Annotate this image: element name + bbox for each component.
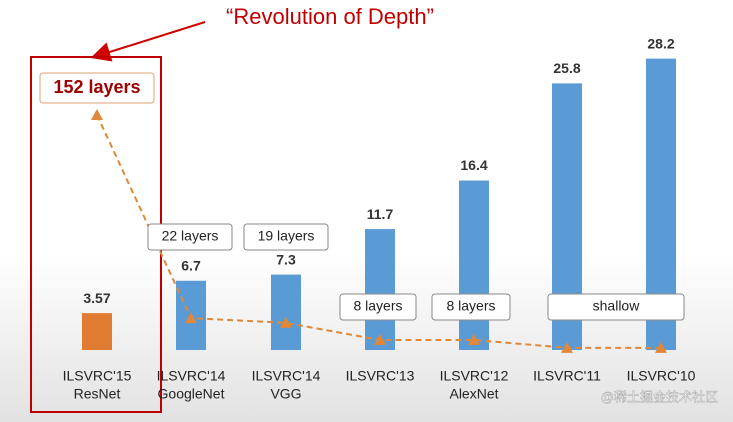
bar (365, 229, 395, 350)
layer-label: 22 layers (162, 228, 219, 244)
x-tick-label: ILSVRC'15 (63, 368, 132, 384)
x-tick-label: ILSVRC'11 (533, 368, 601, 384)
chart-title: “Revolution of Depth” (226, 4, 434, 29)
value-label: 25.8 (553, 60, 580, 76)
value-label: 16.4 (460, 157, 487, 173)
x-tick-label: ILSVRC'13 (346, 368, 415, 384)
x-tick-label: ILSVRC'14 (252, 368, 321, 384)
depth-marker (468, 334, 480, 345)
layer-label-box (431, 293, 511, 321)
model-label: ResNet (74, 386, 121, 402)
shallow-label-box (547, 293, 685, 321)
value-label: 7.3 (276, 251, 296, 267)
watermark: @稀土掘金技术社区 (601, 389, 718, 404)
value-label: 6.7 (181, 257, 201, 273)
layer-label: 8 layers (446, 298, 495, 314)
layer-label: 8 layers (353, 298, 402, 314)
depth-marker (185, 312, 197, 324)
model-label: GoogleNet (158, 386, 225, 402)
depth-marker (280, 316, 292, 328)
depth-marker (655, 341, 667, 353)
model-label: AlexNet (449, 386, 498, 402)
layer-label-box (147, 223, 233, 251)
layer-label-box (243, 223, 329, 251)
value-label: 3.57 (83, 290, 110, 306)
title-arrow (90, 21, 206, 62)
depth-marker (91, 109, 103, 120)
layer-label: 152 layers (53, 77, 140, 97)
bar (459, 180, 489, 350)
bar (82, 313, 112, 350)
model-label: VGG (270, 386, 301, 402)
depth-marker (374, 334, 386, 345)
layer-label: 19 layers (258, 228, 315, 244)
layer-label-box (39, 72, 155, 104)
bar (271, 274, 301, 350)
x-tick-label: ILSVRC'14 (157, 368, 226, 384)
x-tick-label: ILSVRC'10 (627, 368, 696, 384)
depth-marker (561, 341, 573, 353)
value-label: 11.7 (367, 206, 394, 222)
layer-label-box (339, 293, 417, 321)
x-tick-label: ILSVRC'12 (440, 368, 509, 384)
value-label: 28.2 (647, 35, 674, 51)
shallow-label: shallow (593, 298, 641, 314)
